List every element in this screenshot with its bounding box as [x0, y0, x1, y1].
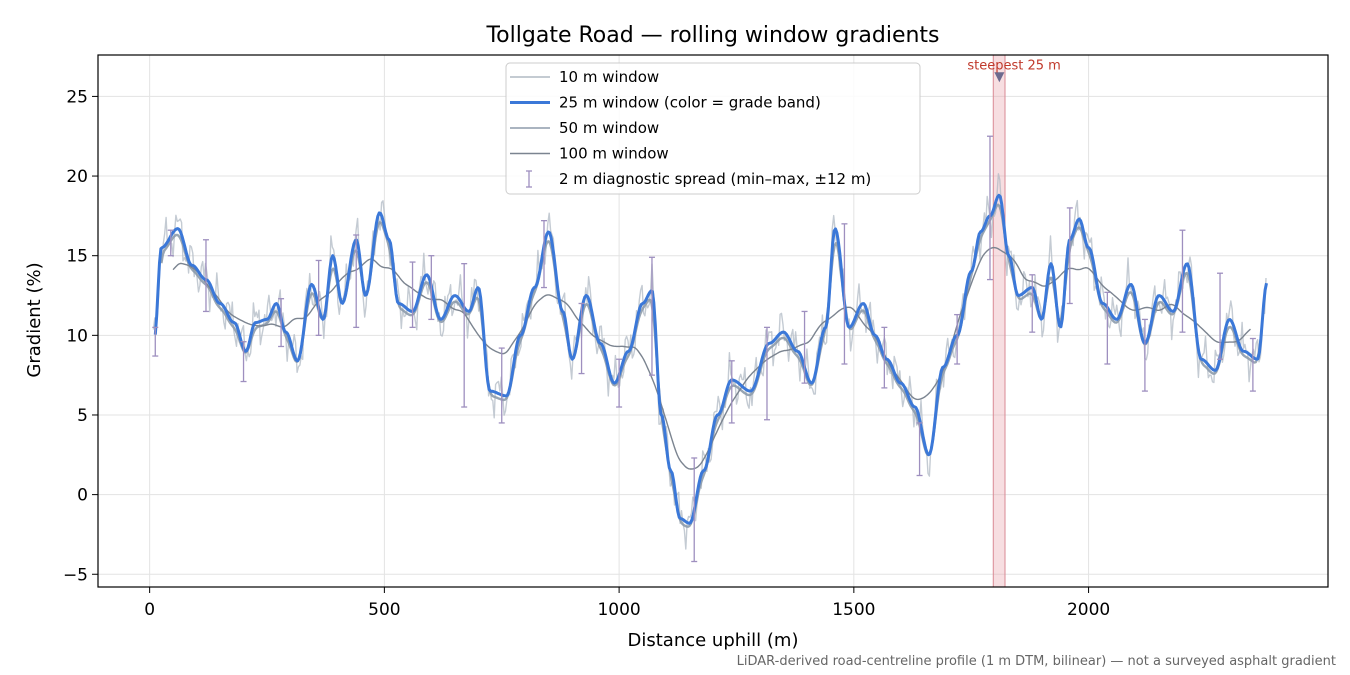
legend-label: 10 m window: [559, 68, 659, 86]
y-axis-ticks: −5 0 5 10 15 20 25: [63, 87, 98, 585]
legend-item: 25 m window (color = grade band): [510, 94, 821, 112]
errorbar: [691, 457, 698, 563]
errorbar: [616, 358, 623, 408]
errorbar: [881, 326, 888, 389]
x-tick-label: 1000: [597, 600, 640, 620]
legend-item: 100 m window: [510, 145, 669, 163]
legend-label: 100 m window: [559, 145, 669, 163]
errorbar: [801, 310, 808, 384]
x-tick-label: 500: [368, 600, 400, 620]
y-tick-label: 10: [66, 326, 88, 346]
y-axis-label: Gradient (%): [24, 262, 45, 377]
errorbar: [315, 259, 322, 336]
chart-title: Tollgate Road — rolling window gradients: [485, 23, 939, 48]
errorbar: [167, 229, 174, 257]
legend-label: 2 m diagnostic spread (min–max, ±12 m): [559, 170, 871, 188]
errorbar: [578, 302, 585, 375]
legend-item: 2 m diagnostic spread (min–max, ±12 m): [526, 170, 871, 188]
errorbar: [1249, 337, 1256, 392]
x-tick-label: 2000: [1067, 600, 1110, 620]
x-tick-label: 1500: [832, 600, 875, 620]
x-axis-label: Distance uphill (m): [628, 630, 799, 651]
errorbar: [540, 220, 547, 289]
errorbar: [1179, 229, 1186, 333]
legend-item: 10 m window: [510, 68, 659, 86]
series-line: [153, 193, 1268, 525]
errorbar: [1066, 207, 1073, 305]
y-tick-label: 15: [66, 247, 88, 267]
errorbar: [428, 255, 435, 321]
legend-label: 50 m window: [559, 119, 659, 137]
errorbar: [648, 256, 655, 376]
legend: 10 m window 25 m window (color = grade ba…: [505, 62, 921, 195]
x-tick-label: 0: [144, 600, 155, 620]
series-lines: [152, 173, 1268, 550]
errorbar: [278, 298, 285, 348]
legend-label: 25 m window (color = grade band): [559, 94, 821, 112]
errorbar: [916, 422, 923, 477]
errorbars: [152, 135, 1256, 563]
x-axis-ticks: 0 500 1000 1500 2000: [144, 587, 1110, 620]
legend-item: 50 m window: [510, 119, 659, 137]
errorbar: [240, 341, 247, 383]
errorbar: [409, 261, 416, 329]
errorbar: [1141, 318, 1148, 392]
errorbar: [1104, 291, 1111, 365]
errorbar: [152, 326, 159, 357]
errorbar: [498, 347, 505, 424]
y-tick-label: −5: [63, 565, 88, 585]
y-tick-label: 5: [77, 406, 88, 426]
errorbar: [1217, 272, 1224, 360]
plot-frame: [97, 54, 1329, 588]
y-tick-label: 0: [77, 486, 88, 506]
steepest-label: steepest 25 m: [967, 58, 1060, 73]
y-tick-label: 20: [66, 167, 88, 187]
errorbar: [986, 135, 993, 281]
legend-box: [505, 62, 921, 195]
errorbar: [763, 326, 770, 421]
errorbar: [461, 263, 468, 408]
errorbar: [954, 313, 961, 365]
errorbar: [353, 234, 360, 329]
steepest-marker: [994, 72, 1005, 83]
errorbar: [841, 223, 848, 365]
steepest-band: [992, 54, 1006, 588]
steepest-band-rect: [992, 54, 1006, 588]
y-tick-label: 25: [66, 87, 88, 107]
annotation: steepest 25 m: [967, 58, 1061, 83]
errorbar: [202, 239, 209, 313]
errorbar: [728, 360, 735, 424]
errorbar: [1029, 274, 1036, 333]
footnote: LiDAR-derived road-centreline profile (1…: [737, 654, 1336, 669]
